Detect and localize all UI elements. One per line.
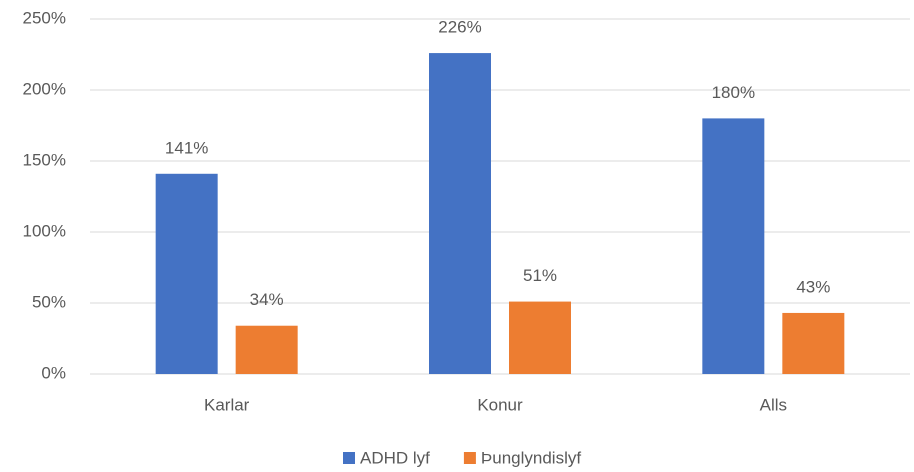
legend-swatch	[343, 452, 355, 464]
y-tick-label: 0%	[41, 363, 66, 382]
data-label: 141%	[165, 138, 208, 157]
y-tick-label: 100%	[23, 221, 66, 240]
data-label: 43%	[796, 277, 830, 296]
bar	[235, 325, 298, 374]
x-tick-label: Karlar	[204, 395, 250, 414]
x-tick-label: Alls	[760, 395, 787, 414]
bar	[702, 118, 765, 375]
data-label: 180%	[712, 83, 755, 102]
bar	[509, 301, 571, 374]
data-label: 226%	[438, 18, 481, 37]
data-label: 51%	[523, 266, 557, 285]
y-tick-label: 150%	[23, 150, 66, 169]
legend-swatch	[463, 452, 476, 464]
data-label: 34%	[250, 290, 284, 309]
y-tick-label: 200%	[23, 79, 66, 98]
bar	[782, 312, 845, 374]
y-tick-label: 50%	[32, 292, 66, 311]
legend-label: Þunglyndislyf	[481, 448, 581, 467]
bar	[429, 53, 491, 375]
x-tick-label: Konur	[477, 395, 523, 414]
bar	[155, 173, 218, 374]
y-tick-label: 250%	[23, 8, 66, 27]
legend-label: ADHD lyf	[360, 448, 430, 467]
